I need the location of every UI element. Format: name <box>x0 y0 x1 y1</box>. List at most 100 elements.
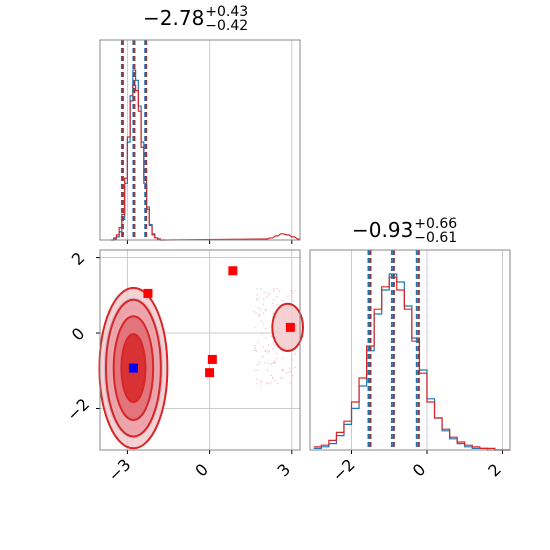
histogram-series-1 <box>313 276 510 451</box>
histogram-series-1 <box>110 84 300 241</box>
sample-point <box>254 346 256 349</box>
sample-point <box>258 315 261 318</box>
panel1-frame <box>99 39 301 241</box>
sample-point <box>256 364 258 366</box>
sample-point <box>259 309 261 311</box>
sample-point <box>260 381 262 383</box>
sample-point <box>269 381 272 384</box>
param1-title: −2.78 +0.43 −0.42 <box>143 3 249 35</box>
sample-point <box>273 361 275 364</box>
sample-point <box>272 299 275 302</box>
marginal-histogram-param1 <box>99 39 301 244</box>
sample-point <box>281 377 284 380</box>
sample-point <box>285 372 287 374</box>
y-tick-label: −2 <box>63 395 93 425</box>
x-tick-label: 0 <box>191 460 212 481</box>
sample-point <box>274 379 276 382</box>
sample-point <box>287 295 289 297</box>
sample-point <box>267 293 270 296</box>
sample-point <box>264 337 267 339</box>
sample-point <box>260 380 262 382</box>
sample-point <box>269 292 271 294</box>
sample-point <box>267 382 269 384</box>
reference-marker <box>228 266 238 276</box>
sample-point <box>271 302 274 305</box>
sample-point <box>257 361 260 363</box>
sample-point <box>266 295 268 298</box>
param2-title: −0.93 +0.66 −0.61 <box>352 215 458 247</box>
histogram-series-0 <box>313 273 510 451</box>
sample-point <box>273 360 276 363</box>
sample-point <box>289 367 291 370</box>
sample-point <box>276 287 279 290</box>
sample-point <box>268 350 270 353</box>
sample-point <box>263 298 265 300</box>
sample-point <box>262 356 265 358</box>
sample-point <box>281 369 284 372</box>
joint-scatter-panel: −3 0 3 −2 0 2 <box>63 248 305 485</box>
sample-point <box>276 303 278 306</box>
sample-point <box>261 333 263 335</box>
sample-point <box>267 352 269 354</box>
x-tick-label: 2 <box>484 460 505 481</box>
sample-point <box>264 350 267 353</box>
sample-point <box>270 363 272 365</box>
sample-point <box>271 377 274 380</box>
sample-point <box>279 376 282 379</box>
marginal-histogram-param2: −2 0 2 <box>309 249 511 485</box>
sample-point <box>294 353 297 355</box>
sample-point <box>254 344 257 347</box>
sample-point <box>259 384 262 387</box>
sample-point <box>258 314 261 316</box>
sample-point <box>258 363 261 365</box>
sample-point <box>257 341 260 344</box>
sample-point <box>262 323 265 326</box>
sample-point <box>274 361 277 364</box>
sample-point <box>276 352 279 355</box>
sample-point <box>278 290 281 292</box>
sample-point <box>267 362 270 364</box>
sample-point <box>266 349 269 352</box>
param2-title-lower: −0.61 <box>414 229 458 246</box>
param1-title-upper: +0.43 <box>205 3 249 20</box>
x-tick-label: −3 <box>104 455 134 485</box>
sample-point <box>256 287 259 290</box>
reference-marker <box>285 322 295 332</box>
sample-point <box>293 300 295 303</box>
sample-point <box>282 357 284 360</box>
sample-point <box>282 368 284 371</box>
x-tick-label: −2 <box>329 455 359 485</box>
panel2-frame <box>309 249 511 451</box>
sample-point <box>291 359 294 361</box>
sample-point <box>255 312 257 314</box>
sample-point <box>293 289 296 292</box>
param2-title-upper: +0.66 <box>414 215 458 232</box>
sample-point <box>260 288 262 290</box>
param1-title-lower: −0.42 <box>205 17 249 34</box>
sample-point <box>273 287 275 290</box>
sample-point <box>256 382 258 385</box>
reference-marker <box>143 288 153 298</box>
sample-point <box>292 374 294 377</box>
sample-point <box>272 312 275 315</box>
sample-point <box>258 307 260 309</box>
sample-point <box>290 290 292 292</box>
sample-point <box>257 296 260 299</box>
sample-point <box>256 298 258 301</box>
sample-point <box>256 294 258 296</box>
sample-point <box>253 369 256 372</box>
sample-point <box>255 350 258 352</box>
sample-point <box>252 349 255 352</box>
param2-title-value: −0.93 <box>352 218 414 242</box>
sample-point <box>260 320 263 323</box>
sample-point <box>289 370 292 373</box>
sample-point <box>270 335 272 337</box>
sample-point <box>287 371 289 374</box>
x-tick-label: 3 <box>274 460 295 481</box>
sample-point <box>273 344 276 346</box>
sample-point <box>253 326 256 328</box>
sample-point <box>289 382 292 384</box>
sample-point <box>260 355 263 357</box>
sample-point <box>267 344 270 346</box>
